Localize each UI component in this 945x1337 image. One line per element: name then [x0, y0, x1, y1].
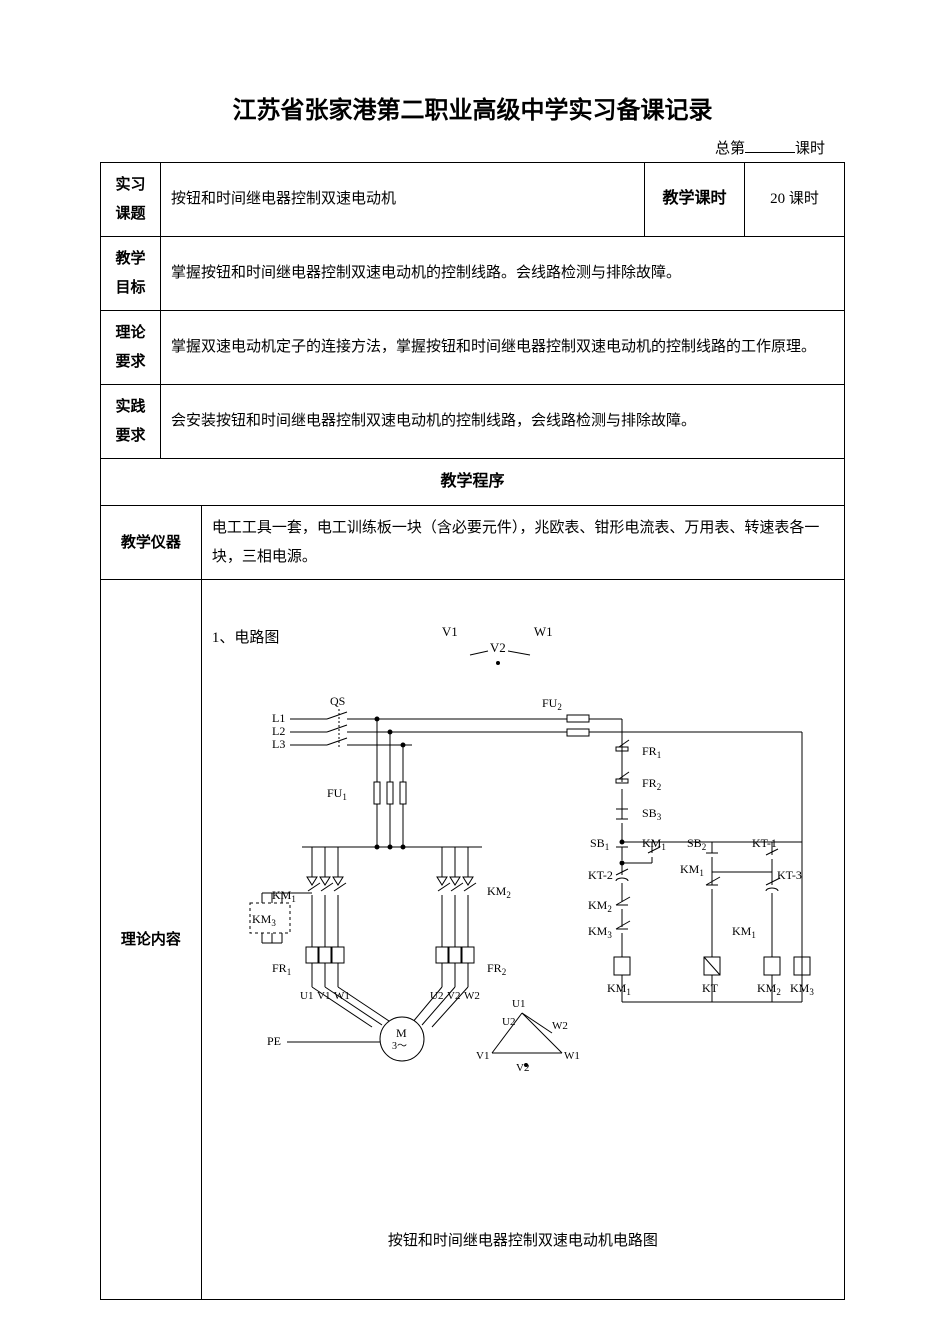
- lbl-l3: L3: [272, 737, 285, 751]
- lbl-u1r: U1: [512, 998, 525, 1010]
- lbl-fu2: FU2: [542, 696, 562, 712]
- lbl-fr2c: FR2: [642, 776, 661, 792]
- lbl-kt1: KT-1: [752, 836, 777, 850]
- lbl-v1r: V1: [476, 1050, 489, 1062]
- lbl-v2-top: V2: [490, 636, 506, 661]
- lbl-qs: QS: [330, 694, 345, 708]
- diagram-caption: 按钮和时间继电器控制双速电动机电路图: [212, 1227, 834, 1256]
- lbl-u2: U2: [430, 990, 443, 1002]
- lbl-kt3: KT-3: [777, 868, 802, 882]
- instruments-label: 教学仪器: [101, 506, 202, 580]
- lbl-ktcoil: KT: [702, 981, 719, 995]
- subheader: 总第 课时: [100, 137, 845, 158]
- lbl-km2coil: KM2: [757, 981, 781, 997]
- lbl-sb2: SB2: [687, 836, 706, 852]
- lbl-km1m: KM1: [272, 888, 296, 904]
- lbl-km3nc: KM3: [588, 924, 612, 940]
- row-topic: 实习 课题 按钮和时间继电器控制双速电动机 教学课时 20 课时: [101, 163, 845, 237]
- blank-field: [745, 138, 795, 153]
- theory-content-label: 理论内容: [101, 580, 202, 1300]
- instruments-value: 电工工具一套，电工训练板一块（含必要元件），兆欧表、钳形电流表、万用表、转速表各…: [201, 506, 844, 580]
- lbl-pe: PE: [267, 1034, 281, 1048]
- lbl-l1: L1: [272, 711, 285, 725]
- row-procedure-header: 教学程序: [101, 459, 845, 506]
- lbl-w1m: W1: [334, 990, 350, 1002]
- practice-req-value: 会安装按钮和时间继电器控制双速电动机的控制线路，会线路检测与排除故障。: [161, 385, 845, 459]
- lbl-fr1m: FR1: [272, 961, 291, 977]
- lbl-fr2m: FR2: [487, 961, 506, 977]
- circuit-diagram: L1 L2 L3 QS: [212, 647, 832, 1207]
- row-theory-content: 理论内容 1、电路图 V1 W1 V2 L1 L2: [101, 580, 845, 1300]
- lbl-v1-top: V1: [442, 620, 458, 645]
- diagram-cell: 1、电路图 V1 W1 V2 L1 L2 L3: [201, 580, 844, 1300]
- lbl-w2r: W2: [552, 1020, 568, 1032]
- lbl-u2r: U2: [502, 1016, 515, 1028]
- lbl-u1: U1: [300, 990, 313, 1002]
- lbl-km1coil: KM1: [607, 981, 631, 997]
- topic-label: 实习 课题: [101, 163, 161, 237]
- page-title: 江苏省张家港第二职业高级中学实习备课记录: [100, 90, 845, 125]
- goal-value: 掌握按钮和时间继电器控制双速电动机的控制线路。会线路检测与排除故障。: [161, 237, 845, 311]
- row-practice-req: 实践 要求 会安装按钮和时间继电器控制双速电动机的控制线路，会线路检测与排除故障…: [101, 385, 845, 459]
- topic-value: 按钮和时间继电器控制双速电动机: [161, 163, 645, 237]
- lbl-v2m: V2: [447, 990, 460, 1002]
- lbl-km2m: KM2: [487, 884, 511, 900]
- diagram-title: 1、电路图: [212, 630, 280, 646]
- row-theory-req: 理论 要求 掌握双速电动机定子的连接方法，掌握按钮和时间继电器控制双速电动机的控…: [101, 311, 845, 385]
- lbl-l2: L2: [272, 724, 285, 738]
- hours-value: 20 课时: [745, 163, 845, 237]
- practice-req-label: 实践 要求: [101, 385, 161, 459]
- procedure-header: 教学程序: [101, 459, 845, 506]
- row-instruments: 教学仪器 电工工具一套，电工训练板一块（含必要元件），兆欧表、钳形电流表、万用表…: [101, 506, 845, 580]
- lbl-w1r: W1: [564, 1050, 580, 1062]
- theory-req-value: 掌握双速电动机定子的连接方法，掌握按钮和时间继电器控制双速电动机的控制线路的工作…: [161, 311, 845, 385]
- lbl-fr1c: FR1: [642, 744, 661, 760]
- row-goal: 教学 目标 掌握按钮和时间继电器控制双速电动机的控制线路。会线路检测与排除故障。: [101, 237, 845, 311]
- lbl-km1nc: KM1: [680, 862, 704, 878]
- lbl-sb3: SB3: [642, 806, 662, 822]
- lbl-km3m: KM3: [252, 912, 276, 928]
- lbl-m: M: [396, 1026, 407, 1040]
- lbl-fu1: FU1: [327, 786, 347, 802]
- subheader-prefix: 总第: [715, 141, 745, 157]
- lbl-w1-top: W1: [534, 620, 553, 645]
- lbl-km1nc2: KM1: [732, 924, 756, 940]
- hours-label: 教学课时: [645, 163, 745, 237]
- lbl-m3: 3～: [392, 1041, 407, 1052]
- lbl-w2m: W2: [464, 990, 480, 1002]
- goal-label: 教学 目标: [101, 237, 161, 311]
- record-table: 实习 课题 按钮和时间继电器控制双速电动机 教学课时 20 课时 教学 目标 掌…: [100, 162, 845, 1300]
- theory-req-label: 理论 要求: [101, 311, 161, 385]
- subheader-suffix: 课时: [795, 141, 825, 157]
- lbl-sb1: SB1: [590, 836, 609, 852]
- lbl-kt2: KT-2: [588, 868, 613, 882]
- lbl-km2nc: KM2: [588, 898, 612, 914]
